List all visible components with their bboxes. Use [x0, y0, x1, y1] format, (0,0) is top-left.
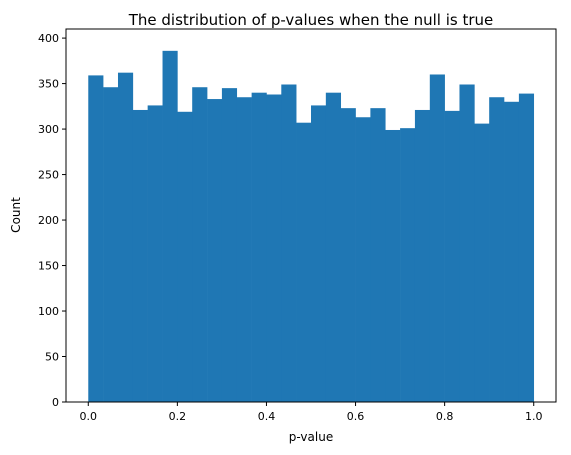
- histogram-bar: [444, 110, 460, 402]
- histogram-bar: [221, 88, 238, 402]
- histogram-bar: [414, 109, 431, 402]
- histogram-bar: [162, 50, 178, 403]
- histogram-bar: [132, 109, 148, 402]
- histogram-bar: [400, 128, 416, 402]
- histogram-bar: [474, 123, 490, 403]
- histogram-bar: [296, 122, 312, 402]
- histogram-bar: [88, 75, 104, 403]
- y-tick-label: 0: [52, 396, 59, 409]
- x-tick-label: 0.6: [347, 410, 365, 423]
- x-tick-label: 0.2: [169, 410, 187, 423]
- histogram-bar: [281, 84, 297, 403]
- histogram-bar: [370, 108, 386, 403]
- y-tick-label: 350: [38, 78, 59, 91]
- x-tick-label: 0.8: [436, 410, 454, 423]
- histogram-bar: [459, 84, 475, 403]
- histogram-bar: [311, 105, 327, 403]
- y-tick-label: 200: [38, 214, 59, 227]
- histogram-bar: [489, 97, 505, 403]
- x-tick-label: 1.0: [525, 410, 543, 423]
- histogram-bar: [192, 87, 208, 402]
- histogram-bar: [117, 72, 134, 403]
- histogram-bar: [385, 129, 401, 403]
- histogram-bar: [207, 99, 223, 403]
- y-tick-label: 300: [38, 123, 59, 136]
- histogram-bar: [103, 87, 119, 402]
- y-tick-label: 400: [38, 32, 59, 45]
- x-axis-label: p-value: [289, 430, 333, 444]
- x-tick-label: 0.0: [80, 410, 98, 423]
- y-axis-ticks: 0 50 100 150 200 250 300 350 400: [38, 32, 66, 409]
- bars-group: [88, 50, 535, 403]
- histogram-bar: [429, 74, 445, 403]
- y-tick-label: 100: [38, 305, 59, 318]
- y-tick-label: 50: [45, 351, 59, 364]
- chart-title: The distribution of p-values when the nu…: [128, 11, 494, 29]
- y-tick-label: 250: [38, 169, 59, 182]
- histogram-bar: [236, 97, 252, 403]
- histogram-bar: [177, 111, 193, 402]
- histogram-bar: [355, 117, 371, 402]
- y-axis-label: Count: [9, 197, 23, 233]
- histogram-bar: [504, 101, 520, 402]
- histogram-bar: [518, 93, 535, 402]
- y-tick-label: 150: [38, 260, 59, 273]
- plot-frame: [65, 28, 557, 403]
- histogram-bar: [147, 105, 163, 403]
- x-tick-label: 0.4: [258, 410, 276, 423]
- histogram-bar: [251, 92, 267, 403]
- histogram-bar: [340, 108, 356, 403]
- histogram-bar: [266, 94, 282, 402]
- x-axis-ticks: 0.0 0.2 0.4 0.6 0.8 1.0: [80, 402, 543, 423]
- histogram-bar: [325, 92, 342, 403]
